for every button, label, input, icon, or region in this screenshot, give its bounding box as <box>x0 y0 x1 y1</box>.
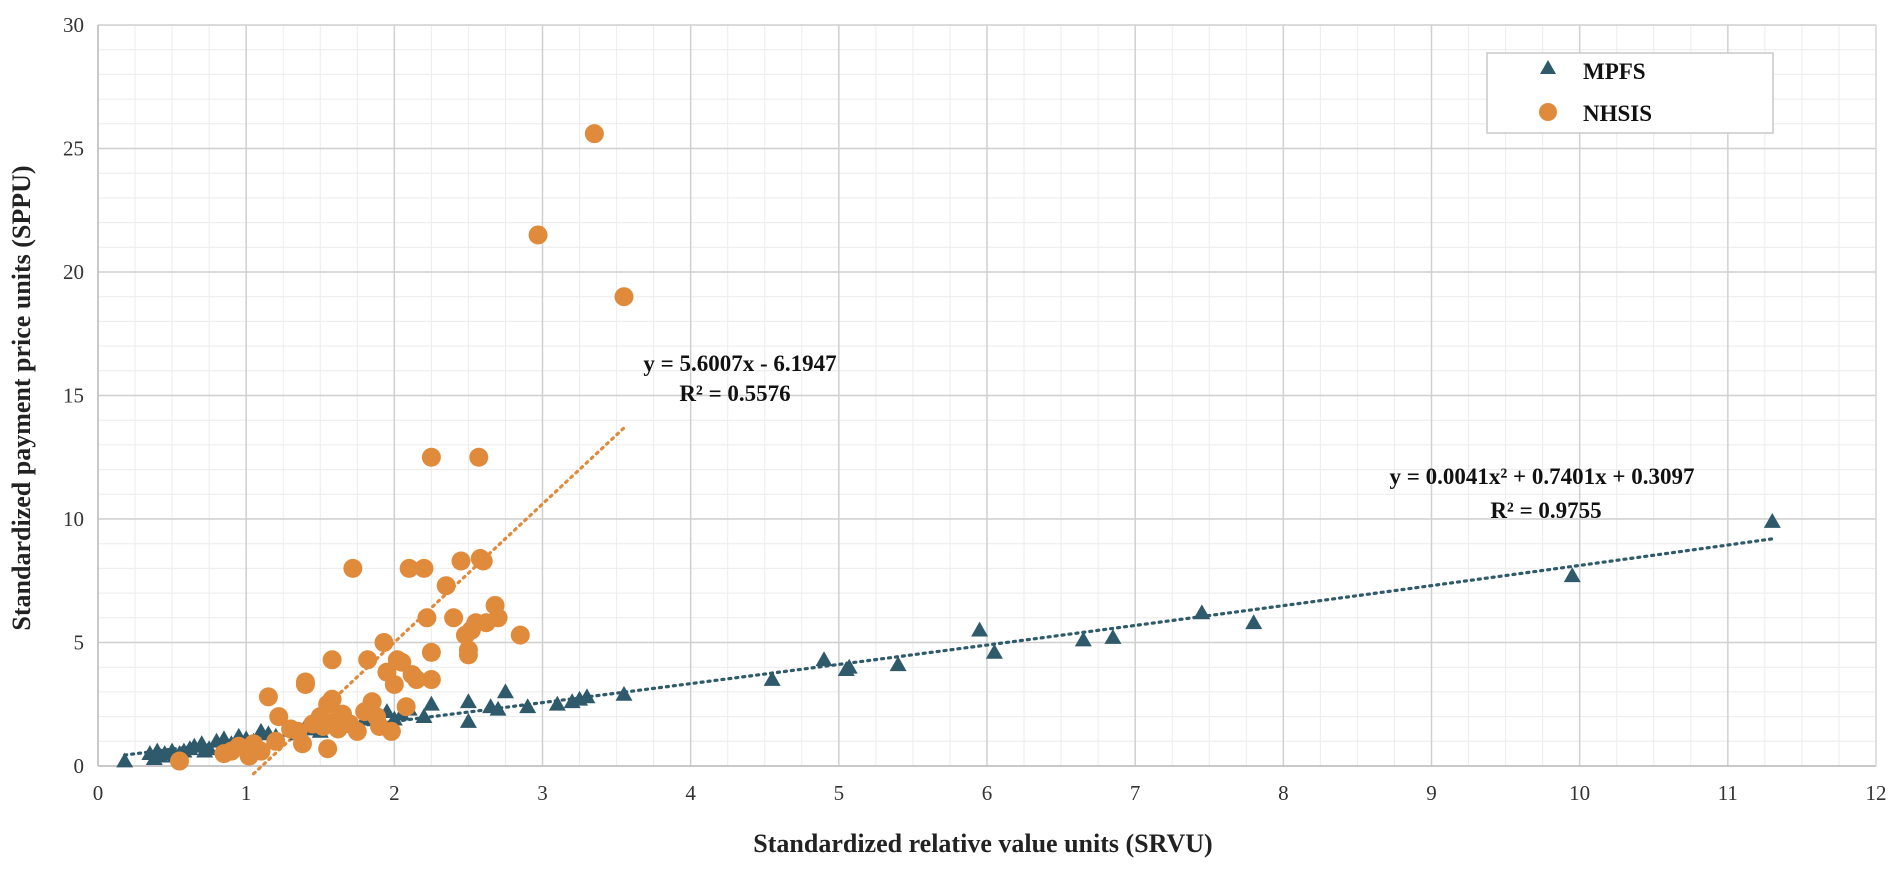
x-tick-label: 11 <box>1718 781 1738 805</box>
mpfs-point <box>548 695 566 711</box>
nhsis-point <box>436 576 456 596</box>
y-tick-label: 0 <box>74 754 85 778</box>
nhsis-point <box>414 558 434 578</box>
legend-nhsis-label: NHSIS <box>1583 101 1652 126</box>
legend: MPFS NHSIS <box>1486 52 1774 134</box>
legend-nhsis-marker <box>1539 103 1557 121</box>
mpfs-point <box>415 708 433 723</box>
x-axis-title: Standardized relative value units (SRVU) <box>753 829 1212 858</box>
mpfs-trendline <box>123 537 1774 757</box>
nhsis-point <box>251 741 271 761</box>
mpfs-point <box>815 651 833 667</box>
x-tick-label: 12 <box>1866 781 1887 805</box>
nhsis-equation-label: y = 5.6007x - 6.1947 <box>643 351 836 376</box>
mpfs-point <box>1563 567 1581 583</box>
nhsis-point <box>381 721 401 741</box>
nhsis-point <box>417 608 437 628</box>
mpfs-point <box>459 713 477 728</box>
mpfs-point <box>459 693 477 709</box>
mpfs-point <box>615 685 633 701</box>
nhsis-point <box>488 608 508 628</box>
y-tick-label: 5 <box>74 631 85 655</box>
x-tick-label: 1 <box>241 781 252 805</box>
nhsis-point <box>458 640 478 660</box>
mpfs-point <box>1104 629 1122 644</box>
mpfs-point <box>1245 614 1263 630</box>
x-tick-label: 10 <box>1569 781 1590 805</box>
nhsis-point <box>584 124 604 144</box>
x-tick-label: 5 <box>834 781 845 805</box>
nhsis-point <box>421 670 441 690</box>
mpfs-point <box>840 658 858 674</box>
mpfs-point <box>519 698 537 714</box>
mpfs-point <box>971 621 989 637</box>
x-tick-label: 7 <box>1130 781 1141 805</box>
nhsis-point <box>343 558 363 578</box>
mpfs-equation-label: y = 0.0041x² + 0.7401x + 0.3097 <box>1390 464 1695 489</box>
y-axis-title: Standardized payment price units (SPPU) <box>7 165 36 630</box>
y-tick-label: 10 <box>63 507 84 531</box>
mpfs-point <box>1763 512 1781 528</box>
mpfs-r-squared-label: R² = 0.9755 <box>1490 498 1601 523</box>
legend-box <box>1486 52 1774 134</box>
legend-mpfs-label: MPFS <box>1583 59 1646 84</box>
nhsis-point <box>358 650 378 670</box>
nhsis-point <box>347 721 367 741</box>
nhsis-point <box>528 225 548 245</box>
x-tick-label: 6 <box>982 781 993 805</box>
y-tick-label: 30 <box>63 13 84 37</box>
mpfs-point <box>1193 604 1211 620</box>
nhsis-point <box>292 734 312 754</box>
x-tick-label: 8 <box>1278 781 1289 805</box>
nhsis-point <box>266 731 286 751</box>
y-tick-label: 25 <box>63 137 84 161</box>
nhsis-point <box>614 287 634 307</box>
mpfs-point <box>496 683 514 699</box>
nhsis-point <box>295 674 315 694</box>
x-tick-label: 0 <box>93 781 104 805</box>
x-tick-label: 2 <box>389 781 400 805</box>
x-tick-label: 3 <box>537 781 548 805</box>
mpfs-point <box>1074 631 1092 647</box>
nhsis-point <box>169 751 189 771</box>
mpfs-point <box>116 752 134 768</box>
mpfs-point <box>763 671 781 686</box>
nhsis-point <box>258 687 278 707</box>
mpfs-point <box>422 695 440 711</box>
nhsis-point <box>451 551 471 571</box>
nhsis-point <box>473 551 493 571</box>
nhsis-point <box>396 697 416 717</box>
mpfs-point <box>985 643 1003 659</box>
legend-mpfs-marker <box>1540 60 1556 74</box>
nhsis-point <box>399 558 419 578</box>
y-tick-label: 15 <box>63 384 84 408</box>
nhsis-point <box>384 674 404 694</box>
nhsis-r-squared-label: R² = 0.5576 <box>679 381 790 406</box>
mpfs-point <box>889 656 907 672</box>
nhsis-point <box>322 650 342 670</box>
x-tick-label: 9 <box>1426 781 1437 805</box>
nhsis-point <box>318 739 338 759</box>
nhsis-point <box>269 707 289 727</box>
x-tick-label: 4 <box>685 781 696 805</box>
nhsis-point <box>510 625 530 645</box>
nhsis-point <box>469 447 489 467</box>
nhsis-point <box>407 670 427 690</box>
nhsis-point <box>374 633 394 652</box>
nhsis-point <box>322 689 342 709</box>
mpfs-point <box>385 710 403 726</box>
mpfs-point <box>578 688 596 704</box>
nhsis-point <box>444 608 464 628</box>
nhsis-point <box>421 642 441 662</box>
mpfs-point <box>489 700 507 716</box>
nhsis-point <box>421 447 441 467</box>
nhsis-point <box>362 692 382 712</box>
y-tick-label: 20 <box>63 260 84 284</box>
